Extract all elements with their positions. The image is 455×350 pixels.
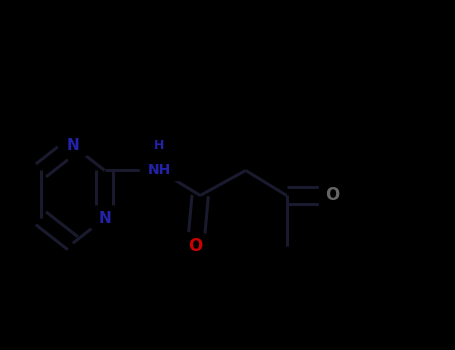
Text: N: N bbox=[98, 211, 111, 226]
Text: N: N bbox=[66, 138, 79, 153]
Text: H: H bbox=[154, 139, 164, 152]
Bar bbox=[91, 208, 118, 228]
Bar bbox=[318, 186, 346, 205]
Text: NH: NH bbox=[147, 163, 171, 177]
Text: O: O bbox=[325, 187, 339, 204]
Bar bbox=[140, 160, 178, 181]
Bar bbox=[182, 236, 209, 256]
Bar bbox=[59, 135, 86, 155]
Text: O: O bbox=[188, 237, 203, 254]
